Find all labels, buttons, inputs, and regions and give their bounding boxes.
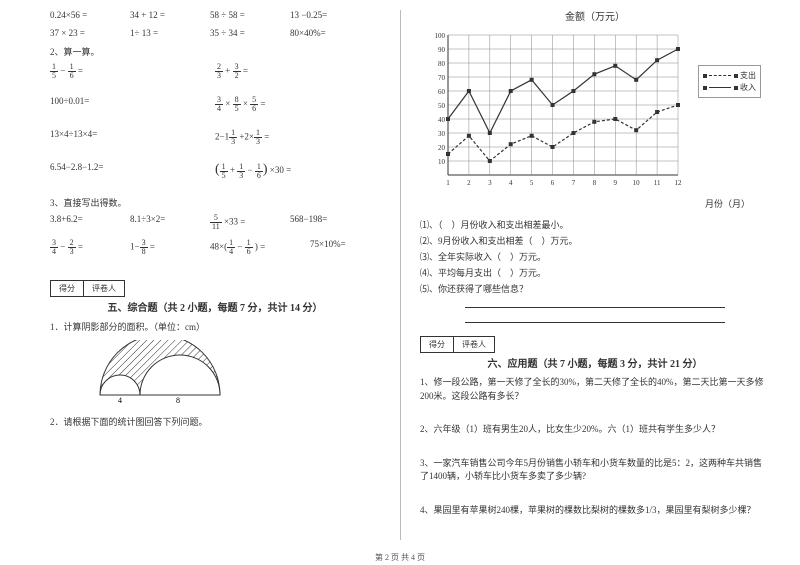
- eq: 58 ÷ 58 =: [210, 8, 290, 22]
- svg-text:1: 1: [446, 179, 450, 187]
- score-box: 得分 评卷人: [420, 336, 495, 353]
- svg-text:5: 5: [530, 179, 534, 187]
- legend-spend: 支出: [740, 70, 756, 81]
- eq: 35 ÷ 34 =: [210, 26, 290, 40]
- chart-legend: 支出 收入: [698, 65, 761, 98]
- grader-label: 评卷人: [454, 337, 494, 352]
- arith-row-2: 37 × 23 = 1÷ 13 = 35 ÷ 34 = 80×40%=: [50, 26, 380, 40]
- score-box: 得分 评卷人: [50, 280, 125, 297]
- eq: 13 −0.25=: [290, 8, 370, 22]
- q-item: ⑸、你还获得了哪些信息？: [420, 282, 770, 295]
- svg-text:9: 9: [614, 179, 618, 187]
- q5-1: 1．计算阴影部分的面积。（单位：cm）: [50, 320, 380, 334]
- svg-text:20: 20: [438, 144, 446, 152]
- q-item: ⑴、（ ）月份收入和支出相差最小。: [420, 218, 770, 231]
- svg-text:30: 30: [438, 130, 446, 138]
- eq: 568−198=: [290, 214, 380, 231]
- eq: 1÷ 13 =: [130, 26, 210, 40]
- q-item: ⑶、全年实际收入（ ）万元。: [420, 250, 770, 263]
- app-q: 4、果园里有苹果树240棵，苹果树的棵数比梨树的棵数多1/3，果园里有梨树多少棵…: [420, 504, 770, 518]
- svg-text:100: 100: [435, 32, 446, 40]
- arith-row-1: 0.24×56 = 34 + 12 = 58 ÷ 58 = 13 −0.25=: [50, 8, 380, 22]
- eq: 0.24×56 =: [50, 8, 130, 22]
- svg-text:12: 12: [675, 179, 683, 187]
- eq: 8.1÷3×2=: [130, 214, 210, 231]
- sec2-title: 2、算一算。: [50, 45, 380, 59]
- q-item: ⑵、9月份收入和支出相差（ ）万元。: [420, 234, 770, 247]
- eq: 100÷0.01=: [50, 96, 215, 113]
- page-footer: 第 2 页 共 4 页: [0, 552, 800, 563]
- frac-eq: 34 × 85 × 56 =: [215, 96, 380, 113]
- eq: 3.8+6.2=: [50, 214, 130, 231]
- section-5-title: 五、综合题（共 2 小题，每题 7 分，共计 14 分）: [50, 299, 380, 314]
- frac-eq: 2−113 +2×13 =: [215, 129, 380, 146]
- legend-income: 收入: [740, 82, 756, 93]
- svg-text:8: 8: [593, 179, 597, 187]
- svg-text:40: 40: [438, 116, 446, 124]
- arc-label-8: 8: [176, 396, 180, 405]
- line-chart: 100908070605040302010123456789101112 支出 …: [420, 25, 770, 195]
- svg-text:3: 3: [488, 179, 492, 187]
- svg-text:10: 10: [633, 179, 641, 187]
- frac-eq: (15 + 13 − 16) ×30 =: [215, 162, 380, 179]
- answer-line: [465, 313, 725, 323]
- svg-text:80: 80: [438, 60, 446, 68]
- section-6-title: 六、应用题（共 7 小题，每题 3 分，共计 21 分）: [420, 355, 770, 370]
- left-column: 0.24×56 = 34 + 12 = 58 ÷ 58 = 13 −0.25= …: [0, 0, 400, 545]
- svg-text:10: 10: [438, 158, 446, 166]
- app-q: 1、修一段公路，第一天修了全长的30%，第二天修了全长的40%，第二天比第一天多…: [420, 376, 770, 403]
- svg-text:2: 2: [467, 179, 471, 187]
- frac-eq: 23 + 32 =: [215, 63, 380, 80]
- answer-line: [465, 298, 725, 308]
- svg-text:7: 7: [572, 179, 576, 187]
- eq: 75×10%=: [310, 239, 380, 256]
- eq: 34 + 12 =: [130, 8, 210, 22]
- frac-eq: 1−38 =: [130, 239, 210, 256]
- arc-figure: 4 8: [90, 340, 380, 407]
- frac-eq: 15 − 16 =: [50, 63, 215, 80]
- frac-eq: 511 ×33 =: [210, 214, 290, 231]
- frac-eq: 48×(14 − 16 ) =: [210, 239, 310, 256]
- frac-eq: 34 − 23 =: [50, 239, 130, 256]
- q-item: ⑷、平均每月支出（ ）万元。: [420, 266, 770, 279]
- eq: 13×4÷13×4=: [50, 129, 215, 146]
- score-label: 得分: [51, 281, 84, 296]
- chart-title: 金额（万元）: [420, 8, 770, 23]
- app-q: 2、六年级（1）班有男生20人，比女生少20%。六（1）班共有学生多少人？: [420, 423, 770, 437]
- xaxis-label: 月份（月）: [420, 197, 750, 210]
- svg-text:60: 60: [438, 88, 446, 96]
- eq: 6.54−2.8−1.2=: [50, 162, 215, 179]
- app-q: 3、一家汽车销售公司今年5月份销售小轿车和小货车数量的比是5：2，这两种车共销售…: [420, 457, 770, 484]
- chart-questions: ⑴、（ ）月份收入和支出相差最小。 ⑵、9月份收入和支出相差（ ）万元。 ⑶、全…: [420, 218, 770, 325]
- svg-text:90: 90: [438, 46, 446, 54]
- svg-text:50: 50: [438, 102, 446, 110]
- right-column: 金额（万元） 100908070605040302010123456789101…: [400, 0, 800, 545]
- svg-text:11: 11: [654, 179, 661, 187]
- svg-text:6: 6: [551, 179, 555, 187]
- eq: 80×40%=: [290, 26, 370, 40]
- grader-label: 评卷人: [84, 281, 124, 296]
- eq: 37 × 23 =: [50, 26, 130, 40]
- svg-text:70: 70: [438, 74, 446, 82]
- sec3-title: 3、直接写出得数。: [50, 196, 380, 210]
- arc-label-4: 4: [118, 396, 122, 405]
- score-label: 得分: [421, 337, 454, 352]
- svg-text:4: 4: [509, 179, 513, 187]
- q5-2: 2．请根据下面的统计图回答下列问题。: [50, 415, 380, 429]
